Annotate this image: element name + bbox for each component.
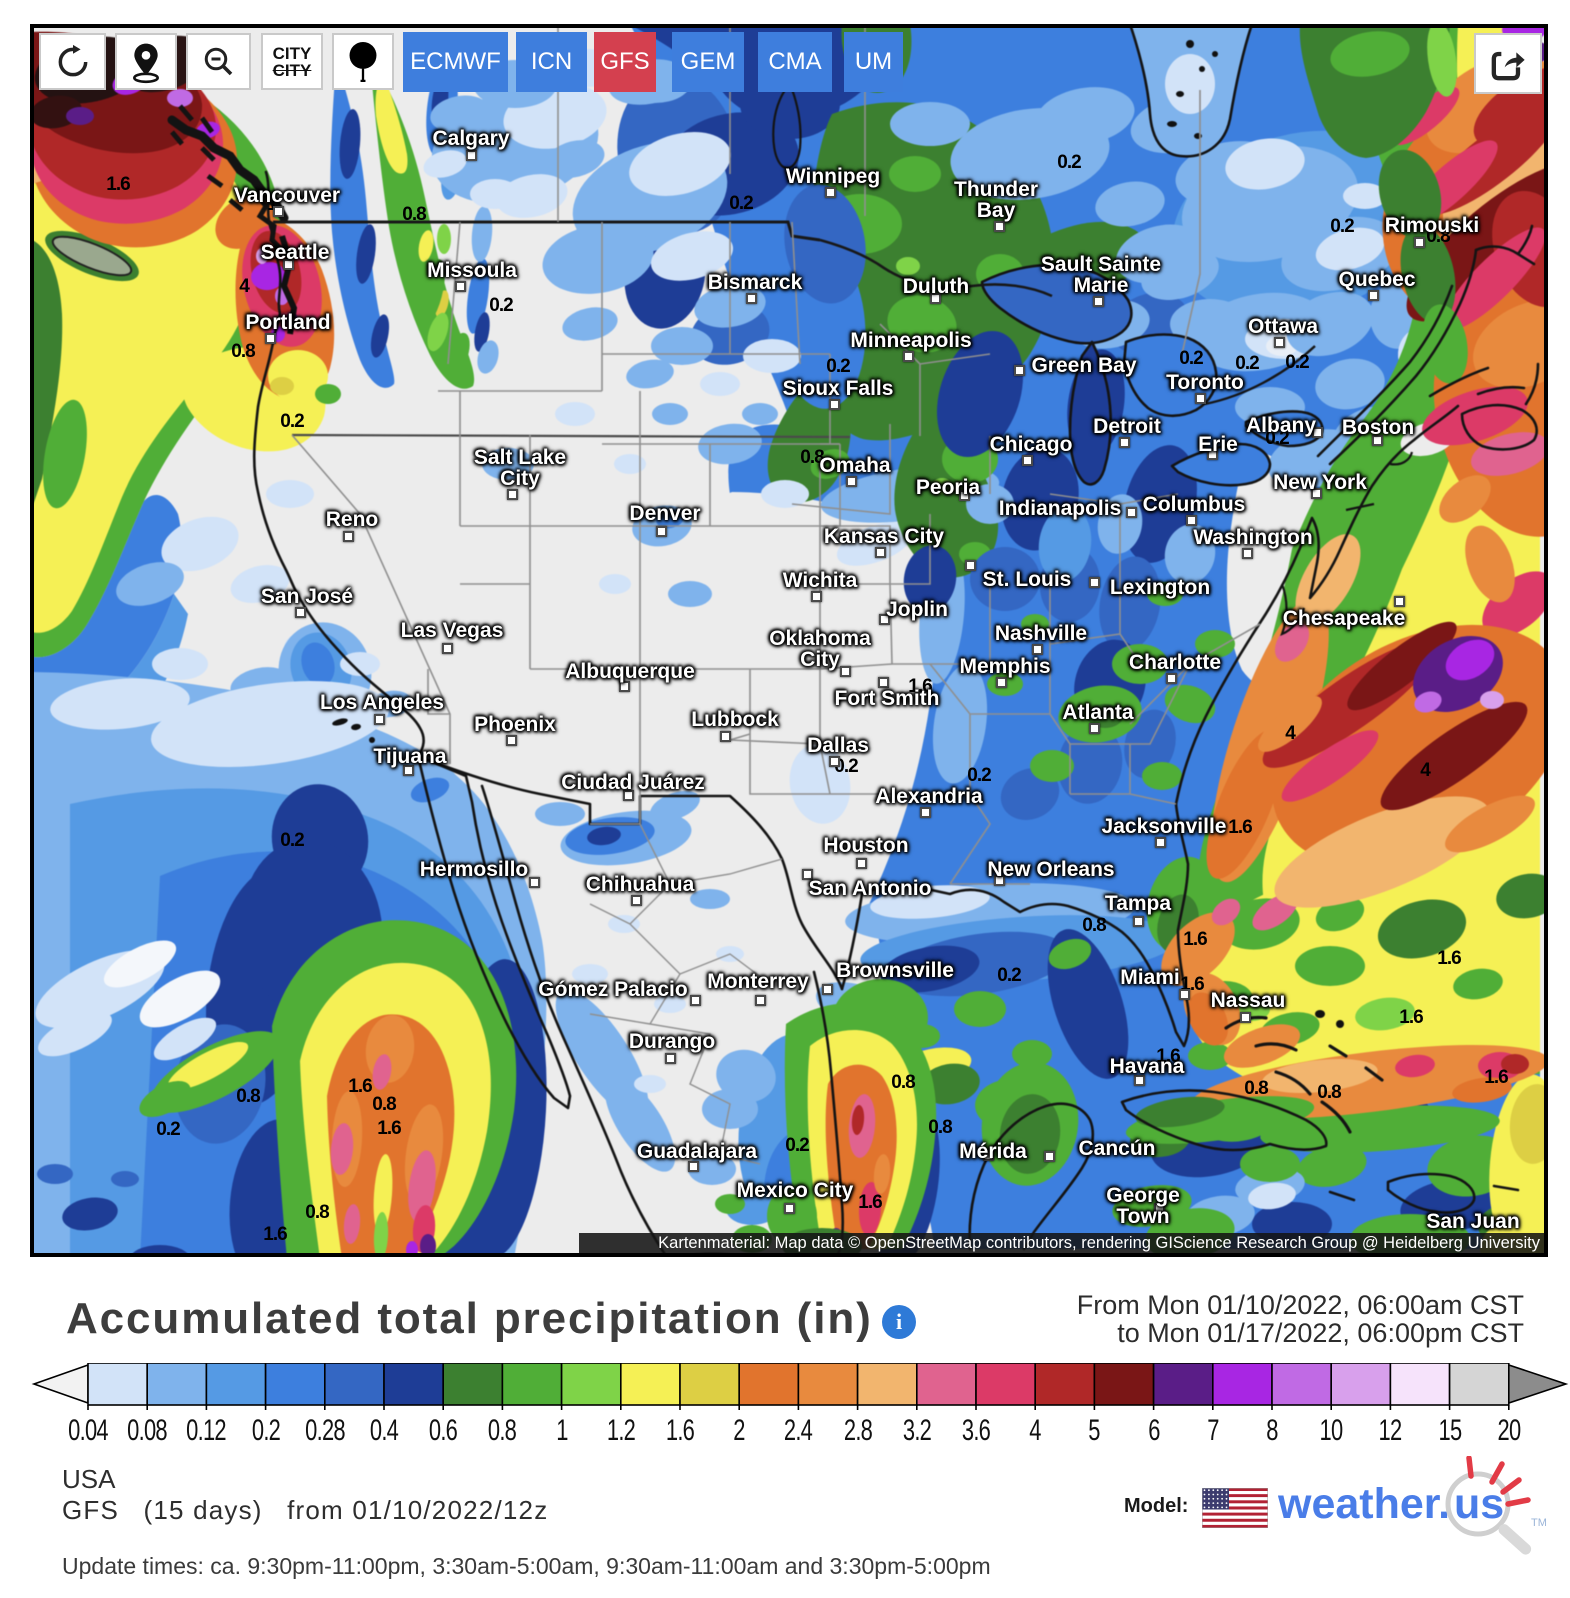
svg-text:TM: TM: [1531, 1517, 1547, 1529]
svg-text:weather.: weather.: [1278, 1480, 1450, 1528]
svg-text:us: us: [1454, 1480, 1504, 1528]
